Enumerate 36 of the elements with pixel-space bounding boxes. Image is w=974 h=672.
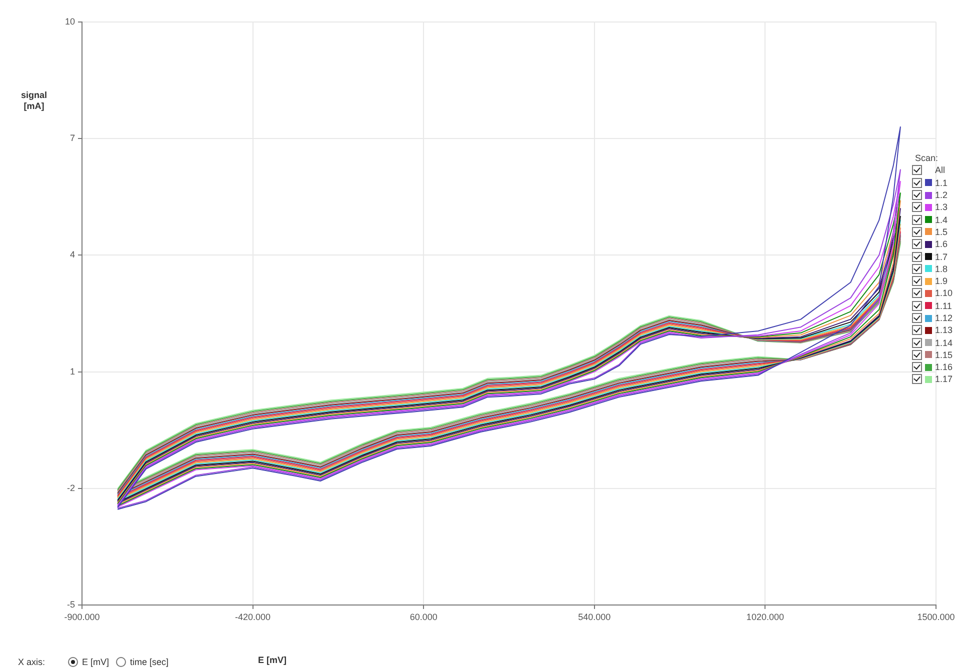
y-tick-label: 10 — [64, 16, 75, 26]
legend-label: 1.3 — [935, 202, 948, 212]
legend-label: 1.15 — [935, 350, 953, 360]
x-axis-title: E [mV] — [258, 655, 287, 665]
y-tick-label: -2 — [66, 482, 75, 493]
text: X axis: — [18, 657, 46, 667]
annotation: All — [935, 165, 946, 176]
text: time [sec] — [130, 657, 169, 667]
legend-label: 1.6 — [935, 239, 948, 250]
legend-label: 1.1 — [935, 178, 948, 188]
y-tick-label: 1 — [70, 366, 75, 376]
x-tick-label: 540.000 — [578, 612, 611, 622]
legend-label: 1.12 — [935, 313, 953, 323]
legend-label: 1.7 — [935, 252, 948, 262]
legend-label: 1.9 — [935, 276, 948, 286]
y-axis-title: signal [mA] — [20, 90, 48, 112]
legend-label: 1.2 — [935, 190, 948, 200]
legend-label: 1.16 — [935, 362, 953, 372]
x-tick-label: 60.000 — [410, 612, 438, 622]
x-tick-label: -900.000 — [64, 612, 100, 622]
x-tick-label: 1500.000 — [917, 612, 955, 622]
x-tick-label: -420.000 — [235, 612, 271, 622]
legend-label: 1.4 — [935, 214, 948, 225]
legend-title: Scan: — [915, 152, 940, 164]
legend-label: 1.17 — [935, 374, 953, 384]
legend-label: 1.13 — [935, 325, 953, 336]
legend-label: 1.14 — [935, 338, 953, 348]
text: E [mV] — [82, 657, 110, 667]
y-tick-label: 4 — [70, 250, 75, 260]
legend-label: 1.10 — [935, 288, 953, 298]
y-tick-label: -5 — [66, 599, 75, 610]
x-tick-label: 1020.000 — [746, 612, 784, 622]
legend-label: 1.5 — [935, 226, 948, 237]
y-tick-label: 7 — [70, 133, 75, 144]
legend-label: 1.8 — [935, 264, 948, 274]
legend-label: 1.11 — [935, 300, 952, 311]
